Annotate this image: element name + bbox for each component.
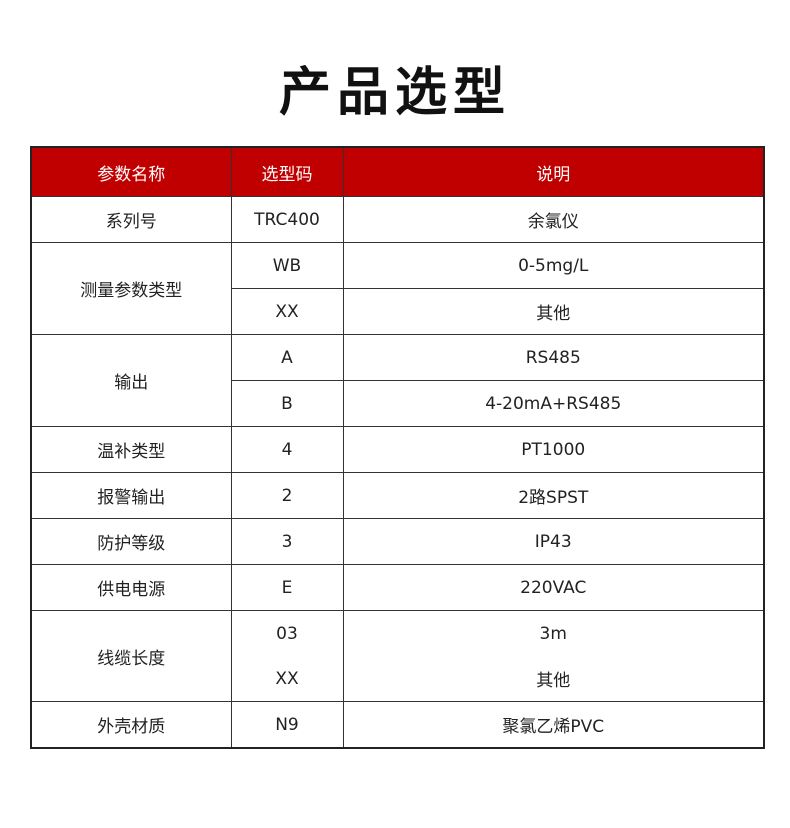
table-row: 测量参数类型 WB 0-5mg/L <box>30 242 765 335</box>
table-row: 供电电源 E 220VAC <box>30 564 765 611</box>
selection-code: XX <box>230 288 344 335</box>
param-name: 温补类型 <box>30 426 232 473</box>
table-header-row: 参数名称 选型码 说明 <box>30 146 765 197</box>
param-name: 外壳材质 <box>30 701 232 749</box>
selection-code: TRC400 <box>230 196 344 243</box>
selection-code: WB <box>230 242 344 289</box>
table-row: 报警输出 2 2路SPST <box>30 472 765 519</box>
header-description: 说明 <box>342 146 765 197</box>
selection-code: 3 <box>230 518 344 565</box>
page-title: 产品选型 <box>278 63 511 123</box>
product-selection-table: 参数名称 选型码 说明 系列号 TRC400 余氯仪 测量参数类型 WB 0-5mg/L X… <box>30 146 765 749</box>
description: 4-20mA+RS485 <box>342 380 765 427</box>
table-row: XX 其他 <box>31 288 765 335</box>
selection-code: E <box>230 564 344 611</box>
description: 220VAC <box>342 564 765 611</box>
description: 0-5mg/L <box>342 242 765 289</box>
param-name: 输出 <box>30 334 232 427</box>
param-name: 供电电源 <box>30 564 232 611</box>
table-row: 线缆长度 03 3m <box>30 610 765 702</box>
description: RS485 <box>342 334 765 381</box>
description: PT1000 <box>342 426 765 473</box>
description: 其他 <box>342 288 765 335</box>
header-param-name: 参数名称 <box>30 146 232 197</box>
selection-code: B <box>230 380 344 427</box>
selection-code: N9 <box>230 701 344 749</box>
param-name: 线缆长度 <box>30 610 232 702</box>
description: 2路SPST <box>342 472 765 519</box>
param-name: 报警输出 <box>30 472 232 519</box>
header-code: 选型码 <box>230 146 344 197</box>
table-row: 温补类型 4 PT1000 <box>30 426 765 473</box>
description: 聚氯乙烯PVC <box>342 701 765 749</box>
selection-code: XX <box>230 656 344 702</box>
selection-code: 2 <box>230 472 344 519</box>
table-row: 输出 A RS485 <box>30 334 765 427</box>
description: IP43 <box>342 518 765 565</box>
table-row: 外壳材质 N9 聚氯乙烯PVC <box>30 701 765 749</box>
selection-code: 4 <box>230 426 344 473</box>
description: 3m <box>342 610 765 656</box>
description: 余氯仪 <box>342 196 765 243</box>
table-row: 系列号 TRC400 余氯仪 <box>30 196 765 243</box>
param-name: 系列号 <box>30 196 232 243</box>
selection-code: A <box>230 334 344 381</box>
description: 其他 <box>342 656 765 702</box>
table-row: 防护等级 3 IP43 <box>30 518 765 565</box>
selection-code: 03 <box>230 610 344 656</box>
param-name: 测量参数类型 <box>30 242 232 335</box>
param-name: 防护等级 <box>30 518 232 565</box>
